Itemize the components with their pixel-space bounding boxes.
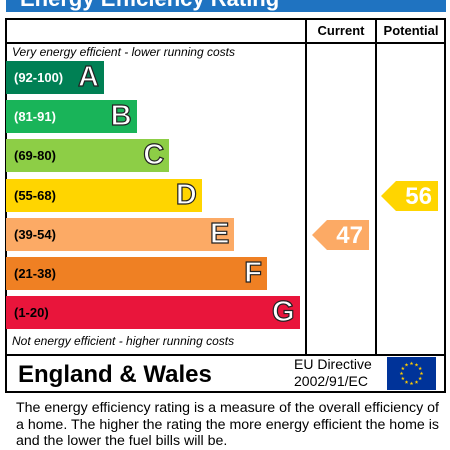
eu-flag-icon [387,357,436,390]
band-letter-label: C [143,139,165,172]
band-b: (81-91) B [6,100,137,134]
top-caption: Very energy efficient - lower running co… [12,45,235,59]
eu-star-icon [404,380,409,384]
potential-arrow-shape [381,180,438,211]
eu-star-icon [399,371,404,376]
band-c: (69-80) C [6,139,170,173]
band-range-label: (81-91) [14,109,56,125]
directive-line-1: EU Directive [294,356,372,372]
current-arrow-shape [312,219,369,250]
current-rating-value: 47 [336,221,363,249]
band-range-label: (69-80) [14,148,56,164]
header-divider [5,42,446,44]
eu-star-icon [418,366,423,371]
current-rating-arrow: 47 [312,219,369,250]
directive-line-2: 2002/91/EC [294,373,368,389]
bottom-caption: Not energy efficient - higher running co… [12,334,235,348]
band-letter-label: A [77,60,99,93]
potential-column-header: Potential [383,23,439,38]
potential-rating-value: 56 [405,182,432,210]
eu-star-icon [400,376,405,381]
band-range-label: (21-38) [14,266,56,281]
country-label: England & Wales [18,361,212,388]
eu-star-icon [409,381,414,386]
band-a: (92-100) A [6,60,104,94]
band-letter-label: F [244,256,263,289]
eu-star-icon [414,380,419,384]
explanation-text: The energy efficiency rating is a measur… [16,400,439,449]
eu-star-icon [418,376,423,381]
band-range-label: (1-20) [14,305,49,321]
eu-star-icon [404,362,409,367]
chart-title: Energy Efficiency Rating [6,0,446,12]
eu-star-icon [400,366,405,371]
band-d: (55-68) D [6,178,202,212]
band-range-label: (55-68) [14,187,56,203]
eu-star-icon [409,361,414,366]
band-range-label: (39-54) [14,226,56,242]
potential-column-divider [375,18,377,356]
band-f: (21-38) F [6,256,267,290]
band-letter-label: G [271,296,295,329]
band-range-label: (92-100) [14,70,64,85]
band-g: (1-20) G [6,296,300,330]
eu-directive: EU Directive 2002/91/EC [294,356,372,390]
band-letter-label: B [110,100,132,133]
eu-star-icon [414,362,419,367]
potential-rating-arrow: 56 [381,180,438,211]
band-letter-label: D [175,178,197,211]
current-column-divider [305,18,307,356]
band-e: (39-54) E [6,217,235,251]
band-letter-label: E [209,217,230,250]
current-column-header: Current [317,23,365,38]
footer-divider [5,354,446,356]
eu-star-icon [419,371,424,376]
